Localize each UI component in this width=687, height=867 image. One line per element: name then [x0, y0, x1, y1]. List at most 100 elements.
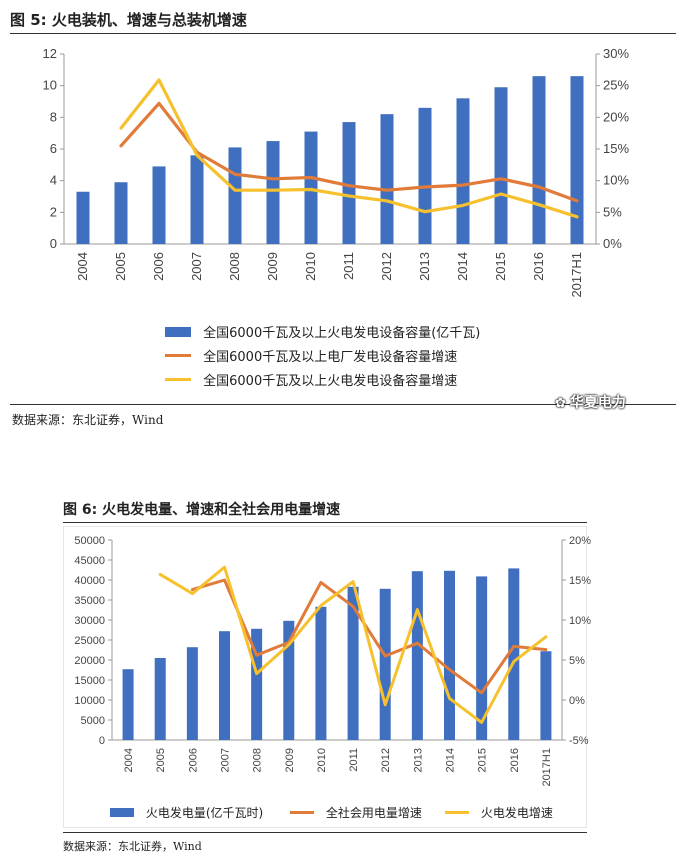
left-tick-label: 50000 — [74, 535, 105, 547]
bar — [411, 571, 423, 740]
bar — [379, 588, 391, 740]
legend-label: 火电发电量(亿千瓦时) — [145, 806, 264, 820]
figure-1-title: 图 5: 火电装机、增速与总装机增速 — [10, 11, 247, 29]
x-tick-label: 2016 — [509, 748, 521, 772]
bar — [380, 114, 394, 245]
x-tick-label: 2007 — [220, 748, 232, 772]
bar — [154, 658, 166, 740]
bar — [532, 76, 546, 244]
figure-1-chart: 0 2 4 6 8 10 12 0% 5% 10% 15% 20% 25% 30% 2004 2005 2006… — [43, 46, 630, 298]
left-tick-label: 10000 — [74, 695, 105, 707]
x-tick-label: 2005 — [113, 252, 128, 281]
left-tick-label: 30000 — [74, 615, 105, 627]
x-tick-label: 2017H1 — [569, 252, 584, 298]
legend-swatch-bar — [110, 808, 134, 817]
legend-label: 全国6000千瓦及以上电厂发电设备容量增速 — [203, 350, 458, 365]
left-tick-label: 12 — [43, 46, 57, 61]
right-tick-label: 5% — [569, 655, 585, 667]
figure-2-title: 图 6: 火电发电量、增速和全社会用电量增速 — [63, 502, 341, 518]
x-tick-label: 2016 — [531, 252, 546, 281]
x-tick-label: 2009 — [265, 252, 280, 281]
x-tick-label: 2014 — [445, 748, 457, 772]
left-tick-label: 0 — [50, 236, 57, 251]
left-tick-label: 15000 — [74, 675, 105, 687]
legend-item-thermal-capacity: 全国6000千瓦及以上火电发电设备容量(亿千瓦) — [165, 322, 480, 341]
legend-label: 全国6000千瓦及以上火电发电设备容量(亿千瓦) — [203, 326, 481, 341]
watermark-text: 华夏电力 — [569, 395, 626, 411]
series-line — [190, 578, 548, 695]
right-tick-label: 15% — [603, 141, 629, 156]
right-tick-label: 0% — [603, 236, 622, 251]
x-tick-label: 2013 — [412, 748, 424, 772]
left-tick-label: 2 — [50, 204, 57, 219]
x-tick-label: 2009 — [284, 748, 296, 772]
figure-1-source: 数据来源：东北证券，Wind — [12, 413, 164, 427]
legend-item-plant-growth: 全国6000千瓦及以上电厂发电设备容量增速 — [165, 346, 457, 365]
bar — [228, 147, 242, 244]
left-tick-label: 0 — [99, 735, 105, 747]
x-tick-label: 2006 — [187, 748, 199, 772]
legend-item-generation-growth: 火电发电增速 — [445, 804, 553, 821]
bar — [476, 576, 488, 740]
bar — [251, 628, 263, 740]
legend-item-thermal-growth: 全国6000千瓦及以上火电发电设备容量增速 — [165, 370, 457, 389]
legend-swatch-bar — [165, 326, 191, 337]
figure-2-title-rule — [63, 522, 587, 523]
left-tick-label: 10 — [43, 78, 57, 93]
bar — [114, 182, 128, 244]
right-tick-label: 5% — [603, 204, 622, 219]
left-tick-label: 40000 — [74, 575, 105, 587]
right-tick-label: 25% — [603, 78, 629, 93]
bar — [283, 620, 295, 740]
bar — [570, 76, 584, 244]
bar — [122, 669, 134, 740]
legend-label: 全社会用电量增速 — [325, 806, 422, 820]
figure-1-title-rule — [10, 33, 676, 34]
bar — [494, 87, 508, 244]
bar — [347, 586, 359, 740]
bar — [266, 141, 280, 244]
figure-2-chart: 0 5000 10000 15000 20000 25000 30000 35000 40000… — [74, 535, 591, 787]
right-tick-label: 10% — [569, 615, 591, 627]
bar — [540, 651, 552, 740]
x-tick-label: 2007 — [189, 252, 204, 281]
x-tick-label: 2005 — [155, 748, 167, 772]
right-tick-label: 10% — [603, 173, 629, 188]
x-tick-label: 2004 — [75, 252, 90, 281]
bar — [304, 131, 318, 244]
figure-2-source: 数据来源：东北证券，Wind — [63, 840, 202, 853]
right-tick-label: 20% — [603, 109, 629, 124]
bar — [508, 568, 520, 740]
watermark: ✿ 华夏电力 — [555, 392, 626, 412]
left-tick-label: 4 — [50, 173, 57, 188]
bar — [315, 606, 327, 740]
left-tick-label: 5000 — [81, 715, 105, 727]
x-tick-label: 2010 — [303, 252, 318, 281]
x-tick-label: 2004 — [123, 748, 135, 772]
x-tick-label: 2012 — [379, 252, 394, 281]
left-tick-label: 35000 — [74, 595, 105, 607]
right-tick-label: 20% — [569, 535, 591, 547]
bar — [186, 647, 198, 740]
figure-2-bottom-rule — [63, 832, 587, 833]
x-tick-label: 2008 — [227, 252, 242, 281]
legend-swatch-line — [290, 811, 314, 814]
right-tick-label: 0% — [569, 695, 585, 707]
left-tick-label: 25000 — [74, 635, 105, 647]
bar — [219, 631, 230, 740]
legend-swatch-line — [165, 354, 191, 357]
figure-2-panel — [63, 526, 587, 828]
x-tick-label: 2010 — [316, 748, 328, 772]
legend-item-thermal-generation: 火电发电量(亿千瓦时) — [110, 804, 263, 821]
left-tick-label: 45000 — [74, 555, 105, 567]
legend-label: 火电发电增速 — [480, 806, 553, 820]
right-tick-label: -5% — [569, 735, 589, 747]
x-tick-label: 2012 — [380, 748, 392, 772]
x-tick-label: 2008 — [252, 748, 264, 772]
x-tick-label: 2011 — [348, 748, 360, 772]
x-tick-label: 2017H1 — [541, 748, 553, 787]
left-tick-label: 8 — [50, 109, 57, 124]
bar — [152, 166, 166, 244]
legend-label: 全国6000千瓦及以上火电发电设备容量增速 — [203, 374, 458, 389]
right-tick-label: 30% — [603, 46, 629, 61]
